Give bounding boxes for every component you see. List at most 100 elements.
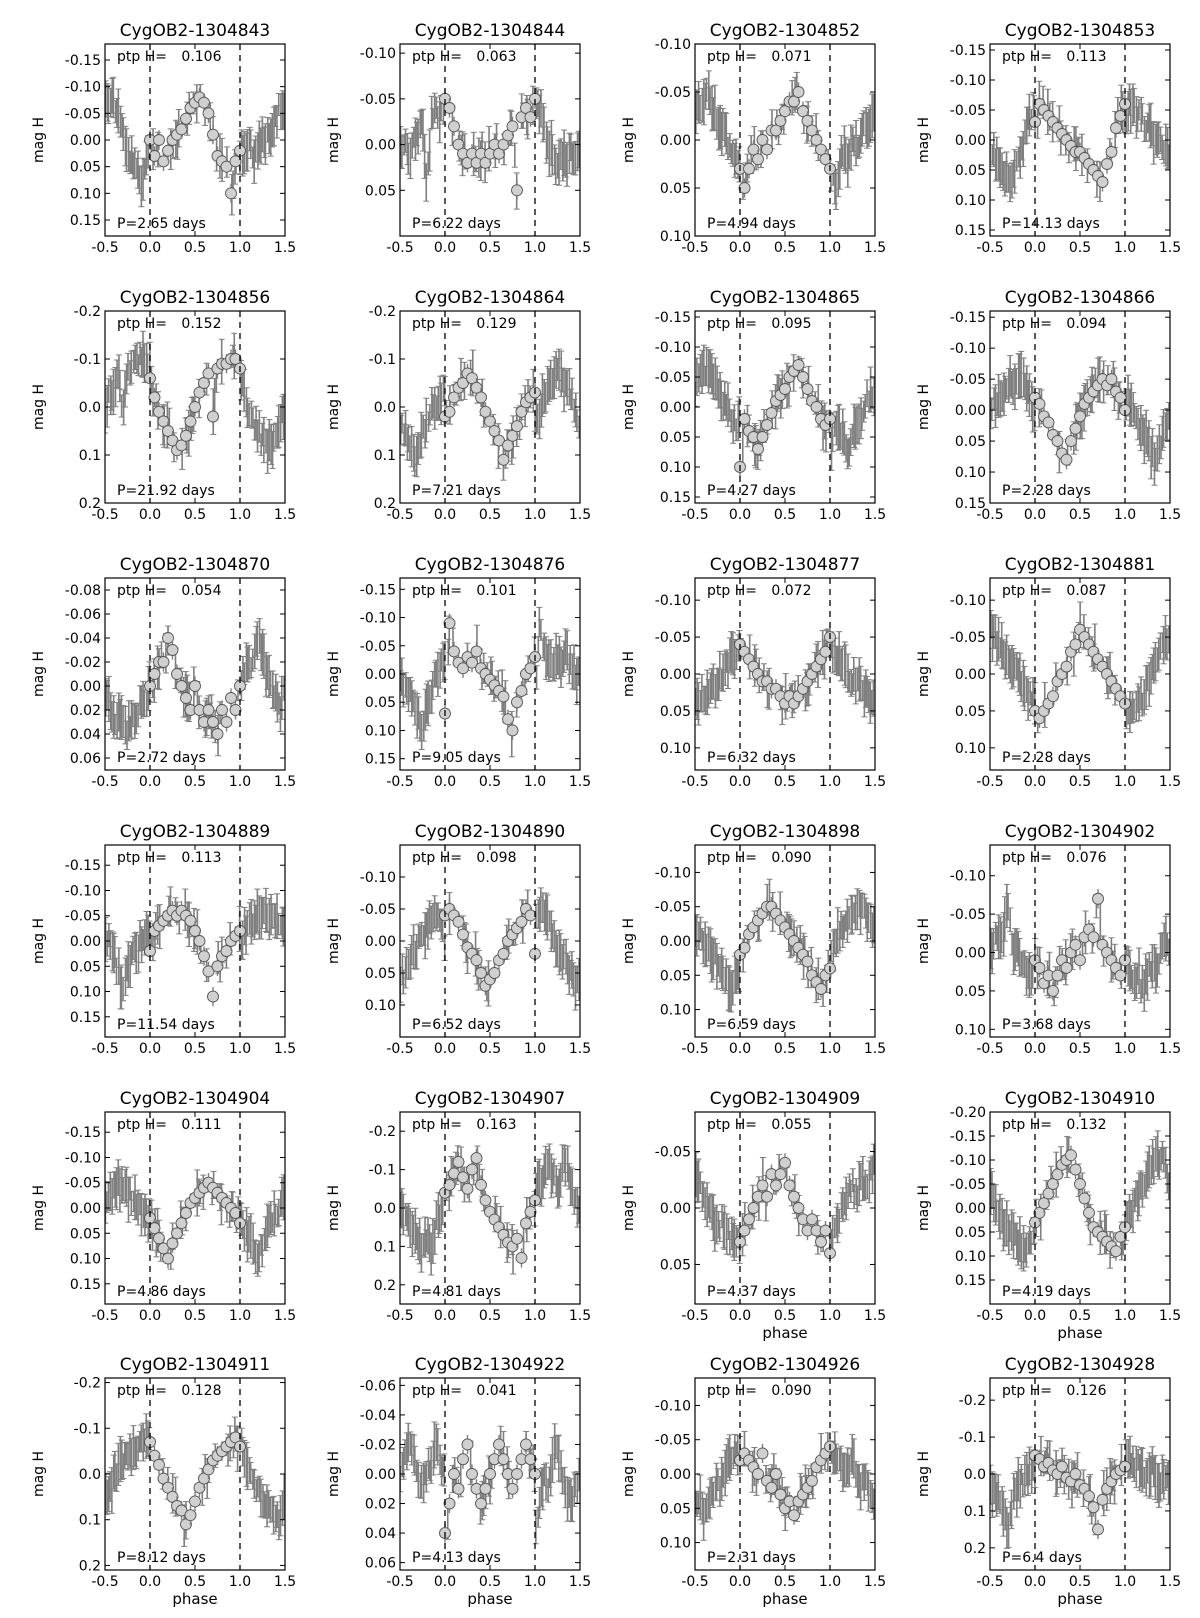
x-tick-label: 0.5 [1069,774,1091,790]
data-point [506,724,519,737]
data-point [198,950,210,963]
y-tick-label: 0.00 [955,403,986,419]
x-tick-label: -0.5 [681,240,708,256]
data-point [779,105,791,118]
period-unit: days [463,216,501,232]
data-point [470,954,483,967]
data-point [229,353,242,365]
period-prefix: P= [412,483,432,499]
plot-area [400,348,580,481]
data-point [815,983,827,995]
x-tick-label: 0.5 [184,1041,206,1057]
data-point [1042,416,1055,429]
data-point [1033,397,1046,410]
ptp-label: ptp H= [1002,316,1056,332]
data-point [511,184,523,197]
x-tick-label: -0.5 [386,1041,413,1057]
ptp-annotation: ptp H= 0.095 [707,316,812,332]
data-point [184,415,197,428]
period-prefix: P= [1002,750,1022,766]
ptp-label: ptp H= [117,316,171,332]
x-tick-label: 1.0 [229,1041,251,1057]
x-tick-label: 0.0 [729,774,751,790]
data-point [193,935,206,947]
x-tick-label: 0.5 [774,1041,796,1057]
x-tick-label: 0.5 [1069,507,1091,523]
data-point [497,947,510,960]
y-tick-label: -0.10 [360,870,396,886]
y-tick-label: -0.10 [360,46,396,62]
x-tick-label: -0.5 [386,774,413,790]
x-tick-label: 1.5 [569,774,591,790]
ptp-value: 0.072 [771,583,811,599]
data-point [470,381,483,394]
ptp-value: 0.054 [181,583,221,599]
period-unit: days [758,483,796,499]
data-point [1101,158,1113,170]
period-value: 2.28 [1022,483,1053,499]
data-point [801,114,814,127]
period-unit: days [177,483,215,499]
period-value: 11.54 [137,1017,177,1033]
x-tick-label: 0.5 [479,507,501,523]
data-point [511,420,523,433]
ptp-annotation: ptp H= 0.152 [117,316,222,332]
y-tick-label: 0.05 [955,163,986,179]
period-value: 2.28 [1022,750,1053,766]
data-point [806,124,818,137]
y-tick-label: -0.05 [65,106,101,122]
period-annotation: P=9.05 days [412,750,501,766]
axes-frame [104,577,286,771]
y-tick-label: -0.15 [950,43,986,59]
ptp-annotation: ptp H= 0.113 [117,850,222,866]
period-unit: days [758,1017,796,1033]
x-tick-label: 1.5 [274,240,296,256]
y-axis-label: mag H [326,117,342,163]
x-tick-label: -0.5 [91,240,118,256]
plot-area [990,601,1170,734]
light-curve-panel: -0.5 0.0 0.5 1.0 1.5-0.10-0.050.000.050.10Cy… [916,822,1181,1057]
y-tick-label: 0.00 [365,667,396,683]
y-tick-label: -0.10 [65,80,101,96]
data-point [470,645,483,658]
ptp-value: 0.095 [771,316,811,332]
x-tick-label: 1.5 [569,507,591,523]
data-point [756,134,769,146]
y-tick-label: 0.10 [365,998,396,1014]
chart-title: CygOB2-1304881 [1005,555,1155,575]
x-tick-label: 1.0 [524,507,546,523]
x-tick-label: 1.0 [229,240,251,256]
data-point [761,419,773,431]
y-tick-label: 0.10 [70,186,101,202]
y-axis-label: mag H [916,117,932,163]
data-point [810,401,823,413]
ptp-value: 0.129 [476,316,516,332]
y-tick-label: -0.05 [65,909,101,925]
data-point [797,371,809,383]
data-point [502,439,514,452]
data-point [448,645,460,658]
data-point [502,713,514,726]
x-tick-label: -0.5 [976,507,1003,523]
data-point [157,656,170,668]
y-tick-label: -0.10 [655,340,691,356]
y-tick-label: 0.00 [660,133,691,149]
y-tick-label: -0.06 [65,607,101,623]
plot-area [400,606,580,758]
x-tick-label: 1.5 [274,507,296,523]
y-tick-label: 0.15 [955,223,986,239]
period-unit: days [758,750,796,766]
x-tick-label: -0.5 [976,240,1003,256]
ptp-annotation: ptp H= 0.072 [707,583,812,599]
data-point [448,391,460,404]
period-prefix: P= [412,1017,432,1033]
x-tick-label: 0.5 [774,507,796,523]
data-point [515,684,528,697]
y-tick-label: 0.10 [660,1003,691,1019]
period-value: 7.21 [432,483,463,499]
light-curve-panel: -0.5 0.0 0.5 1.0 1.5 -0.15 -0.10 -0.05 0.00 0.05 0… [31,21,296,256]
y-axis-label: mag H [326,651,342,697]
x-tick-label: 1.5 [864,1041,886,1057]
y-tick-label: -0.05 [950,103,986,119]
y-tick-label: 0.10 [955,193,986,209]
